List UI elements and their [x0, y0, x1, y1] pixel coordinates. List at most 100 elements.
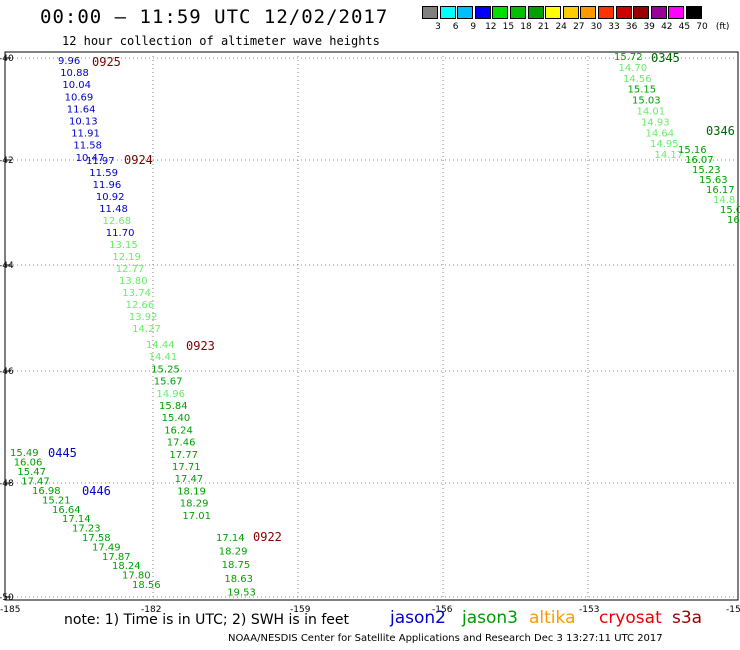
wave-height-value: 15.15: [628, 85, 657, 96]
wave-height-value: 10.69: [65, 92, 94, 103]
wave-height-value: 17.23: [72, 524, 101, 535]
wave-height-value: 15.49: [10, 448, 39, 459]
wave-height-value: 16.17: [706, 185, 735, 196]
color-scale-swatch: [562, 6, 579, 19]
pass-time-label: 0445: [48, 446, 77, 460]
color-scale-swatch: [686, 6, 702, 19]
color-scale-label: 15: [502, 22, 515, 32]
wave-height-value: 18.19: [177, 486, 206, 497]
longitude-label: -159: [290, 605, 311, 615]
pass-time-label: 0345: [651, 51, 680, 65]
wave-height-value: 17.14: [216, 533, 245, 544]
wave-height-value: 15.0: [720, 205, 740, 216]
wave-height-value: 14.8: [713, 195, 735, 206]
wave-height-value: 15.21: [42, 495, 71, 506]
wave-height-value: 15.03: [632, 96, 661, 107]
wave-height-value: 17.14: [62, 514, 91, 525]
color-scale-swatch: [633, 6, 650, 19]
latitude-label: -44: [0, 261, 14, 271]
wave-height-value: 16.24: [164, 425, 193, 436]
color-scale-label: 30: [590, 22, 603, 32]
color-scale-label: 39: [643, 22, 655, 32]
wave-height-value: 14.96: [156, 389, 185, 400]
wave-height-value: 16.64: [52, 505, 81, 516]
wave-height-value: 14.27: [132, 324, 161, 335]
wave-height-value: 19.53: [227, 587, 256, 598]
wave-height-value: 13.15: [109, 240, 138, 251]
longitude-label: -153: [579, 605, 599, 615]
wave-height-value: 10.88: [60, 68, 89, 79]
satellite-legend-item: cryosat: [599, 608, 662, 628]
wave-height-value: 15.84: [159, 401, 188, 412]
color-scale-label: (ft): [715, 22, 730, 32]
pass-time-label: 0346: [706, 124, 735, 138]
longitude-label: -182: [141, 605, 161, 615]
color-scale-label: 3: [435, 22, 441, 32]
wave-height-value: 14.44: [146, 340, 175, 351]
color-scale-swatch: [474, 6, 491, 19]
wave-height-value: 18.56: [132, 580, 161, 591]
wave-height-value: 14.41: [149, 352, 178, 363]
color-scale-label: 21: [537, 22, 550, 32]
wave-height-value: 17.49: [92, 542, 121, 553]
wave-height-value: 14.95: [650, 139, 679, 150]
wave-height-value: 10.04: [62, 80, 91, 91]
color-scale-swatch: [615, 6, 632, 19]
satellite-legend-item: s3a: [672, 608, 703, 628]
color-scale-label: 9: [470, 22, 477, 32]
latitude-label: -48: [0, 479, 14, 489]
wave-height-value: 15.63: [699, 175, 728, 186]
wave-height-value: 17.77: [169, 450, 198, 461]
wave-height-value: 15.72: [614, 52, 643, 63]
pass-time-label: 0925: [92, 55, 121, 69]
plot-frame: [4, 51, 739, 601]
wave-height-value: 13.74: [122, 288, 151, 299]
wave-height-value: 11.91: [71, 129, 100, 140]
wave-height-value: 18.63: [224, 574, 253, 585]
color-scale-swatch: [457, 6, 474, 19]
wave-height-value: 15.40: [162, 413, 191, 424]
wave-height-value: 12.68: [103, 216, 132, 227]
color-scale-label: 18: [520, 22, 532, 32]
wave-height-value: 11.96: [93, 180, 122, 191]
color-scale-label: 27: [573, 22, 585, 32]
wave-height-value: 11.48: [99, 204, 128, 215]
wave-height-value: 17.58: [82, 533, 111, 544]
wave-height-value: 15.16: [678, 145, 707, 156]
wave-height-value: 12.19: [112, 252, 141, 263]
latitude-label: -40: [0, 54, 14, 64]
wave-height-value: 18.75: [222, 560, 251, 571]
wave-height-value: 17.47: [21, 477, 50, 488]
pass-time-label: 0922: [253, 530, 282, 544]
color-scale-swatch: [527, 6, 544, 19]
satellite-legend-item: altika: [529, 608, 576, 628]
color-scale-label: 24: [555, 22, 567, 32]
wave-height-value: 13.92: [129, 312, 158, 323]
wave-height-value: 17.01: [182, 511, 211, 522]
wave-height-value: 15.25: [151, 364, 180, 375]
color-scale-swatch: [650, 6, 667, 19]
color-scale-label: 36: [625, 22, 638, 32]
longitude-label: -150: [726, 605, 740, 615]
satellite-legend-item: jason2: [390, 608, 446, 628]
wave-height-value: 14.93: [641, 117, 670, 128]
color-scale-swatch: [668, 6, 685, 19]
wave-height-value: 18.29: [180, 499, 209, 510]
wave-height-value: 11.64: [67, 104, 96, 115]
wave-height-value: 18.24: [112, 561, 141, 572]
wave-height-value: 11.59: [89, 168, 118, 179]
color-scale-label: 12: [485, 22, 497, 32]
wave-height-value: 12.77: [116, 264, 145, 275]
pass-time-label: 0924: [124, 153, 153, 167]
latitude-label: -46: [0, 367, 14, 377]
wave-height-value: 11.70: [106, 228, 135, 239]
credit-line: NOAA/NESDIS Center for Satellite Applica…: [228, 633, 663, 644]
footnote: note: 1) Time is in UTC; 2) SWH is in fe…: [64, 612, 350, 628]
color-scale-swatch: [545, 6, 562, 19]
pass-time-label: 0923: [186, 339, 215, 353]
wave-height-value: 16.07: [685, 155, 714, 166]
wave-height-value: 14.01: [637, 107, 666, 118]
wave-height-value: 11.97: [86, 156, 115, 167]
